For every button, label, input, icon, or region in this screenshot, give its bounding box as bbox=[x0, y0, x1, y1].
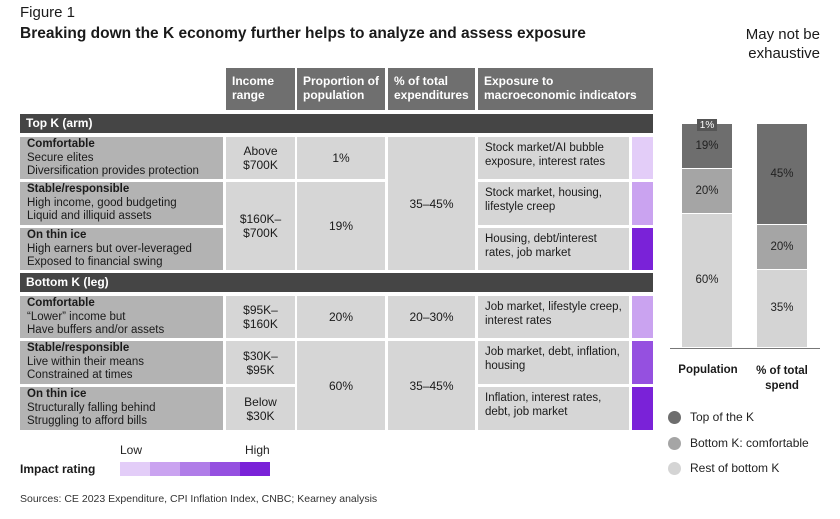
header-expenditures: % of total expenditures bbox=[388, 68, 475, 110]
bar-segment: 45% bbox=[757, 124, 807, 225]
row-desc: Constrained at times bbox=[27, 369, 133, 381]
bar-segment: 60% bbox=[682, 213, 732, 348]
row-label: Stable/responsible High income, good budg… bbox=[20, 182, 223, 225]
row-title: Stable/responsible bbox=[27, 342, 130, 354]
row-desc: High earners but over-leveraged bbox=[27, 242, 192, 255]
legend-label: Top of the K bbox=[690, 410, 755, 424]
impact-scale-step bbox=[150, 462, 180, 476]
sources: Sources: CE 2023 Expenditure, CPI Inflat… bbox=[20, 493, 378, 505]
impact-swatch bbox=[632, 182, 653, 225]
income-cell: Above $700K bbox=[226, 137, 295, 179]
row-label: On thin ice High earners but over-leverag… bbox=[20, 228, 223, 270]
row-desc: Structurally falling behind bbox=[27, 401, 156, 414]
data-label: 60% bbox=[695, 274, 719, 287]
legend-item: Rest of bottom K bbox=[668, 461, 779, 475]
chart-baseline bbox=[670, 348, 820, 349]
row-desc: Diversification provides protection bbox=[27, 165, 199, 177]
row-title: On thin ice bbox=[27, 229, 87, 241]
category-label: Population bbox=[678, 364, 738, 376]
row-desc: Exposed to financial swing bbox=[27, 256, 163, 268]
header-proportion: Proportion of population bbox=[297, 68, 385, 110]
bar-segment: 19% bbox=[682, 124, 732, 169]
header-income: Income range bbox=[226, 68, 295, 110]
row-label: Stable/responsible Live within their mean… bbox=[20, 341, 223, 384]
expenditure-cell: 35–45% bbox=[388, 341, 475, 430]
impact-swatch bbox=[632, 137, 653, 179]
category-label: % of total spend bbox=[756, 365, 808, 392]
income-cell: $160K–$700K bbox=[226, 182, 295, 270]
income-cell: $95K–$160K bbox=[226, 296, 295, 338]
impact-scale-step bbox=[240, 462, 270, 476]
row-label: Comfortable “Lower” income but Have buffer… bbox=[20, 296, 223, 338]
data-label: 35% bbox=[770, 302, 794, 315]
row-desc: Live within their means bbox=[27, 355, 144, 368]
legend-label: Bottom K: comfortable bbox=[690, 436, 809, 450]
row-desc: “Lower” income but bbox=[27, 310, 126, 323]
stacked-bar-chart: 19% 20% 60% 45% 20% 35% 1% bbox=[660, 110, 840, 360]
row-desc: Liquid and illiquid assets bbox=[27, 210, 152, 222]
row-desc: Struggling to afford bills bbox=[27, 415, 147, 427]
bar-segment: 20% bbox=[682, 168, 732, 214]
row-desc: High income, good budgeting bbox=[27, 196, 177, 209]
data-label: 45% bbox=[770, 167, 794, 180]
impact-swatch bbox=[632, 228, 653, 270]
section-bottom-k: Bottom K (leg) bbox=[20, 273, 653, 292]
data-label: 20% bbox=[695, 184, 719, 197]
exposure-cell: Stock market, housing, lifestyle creep bbox=[478, 182, 629, 225]
exposure-cell: Job market, debt, inflation, housing bbox=[478, 341, 629, 384]
exposure-cell: Job market, lifestyle creep, interest ra… bbox=[478, 296, 629, 338]
exposure-cell: Housing, debt/interest rates, job market bbox=[478, 228, 629, 270]
legend-dot-icon bbox=[668, 410, 681, 424]
proportion-cell: 19% bbox=[297, 182, 385, 270]
impact-rating-label: Impact rating bbox=[20, 462, 96, 476]
income-cell: $30K–$95K bbox=[226, 341, 295, 384]
legend-dot-icon bbox=[668, 436, 681, 450]
legend-item: Top of the K bbox=[668, 410, 754, 424]
impact-swatch bbox=[632, 296, 653, 338]
row-label: Comfortable Secure elites Diversification … bbox=[20, 137, 223, 179]
legend-item: Bottom K: comfortable bbox=[668, 436, 809, 450]
row-title: Stable/responsible bbox=[27, 183, 130, 195]
row-desc: Secure elites bbox=[27, 151, 94, 164]
row-title: Comfortable bbox=[27, 297, 95, 309]
data-label: 19% bbox=[695, 139, 719, 152]
expenditure-cell: 35–45% bbox=[388, 137, 475, 270]
impact-scale-step bbox=[120, 462, 150, 476]
data-label: 20% bbox=[770, 240, 794, 253]
row-desc: Have buffers and/or assets bbox=[27, 324, 165, 336]
impact-scale-step bbox=[210, 462, 240, 476]
legend-dot-icon bbox=[668, 461, 681, 475]
impact-scale bbox=[120, 462, 270, 476]
row-title: Comfortable bbox=[27, 138, 95, 150]
data-label-top-1pct: 1% bbox=[697, 119, 717, 131]
proportion-cell: 1% bbox=[297, 137, 385, 179]
note: May not be exhaustive bbox=[745, 26, 820, 62]
row-title: On thin ice bbox=[27, 388, 87, 400]
section-top-k: Top K (arm) bbox=[20, 114, 653, 133]
impact-high-label: High bbox=[245, 443, 270, 457]
proportion-cell: 20% bbox=[297, 296, 385, 338]
expenditure-cell: 20–30% bbox=[388, 296, 475, 338]
figure-label: Figure 1 bbox=[20, 4, 76, 21]
bar-segment: 35% bbox=[757, 269, 807, 348]
income-cell: Below $30K bbox=[226, 387, 295, 430]
exposure-cell: Stock market/AI bubble exposure, interes… bbox=[478, 137, 629, 179]
figure-title: Breaking down the K economy further help… bbox=[20, 25, 586, 42]
bar-segment: 20% bbox=[757, 224, 807, 270]
impact-swatch bbox=[632, 341, 653, 384]
legend-label: Rest of bottom K bbox=[690, 461, 780, 475]
impact-low-label: Low bbox=[120, 443, 143, 457]
row-label: On thin ice Structurally falling behind St… bbox=[20, 387, 223, 430]
exposure-cell: Inflation, interest rates, debt, job mar… bbox=[478, 387, 629, 430]
header-exposure: Exposure to macroeconomic indicators bbox=[478, 68, 653, 110]
impact-swatch bbox=[632, 387, 653, 430]
impact-scale-step bbox=[180, 462, 210, 476]
proportion-cell: 60% bbox=[297, 341, 385, 430]
